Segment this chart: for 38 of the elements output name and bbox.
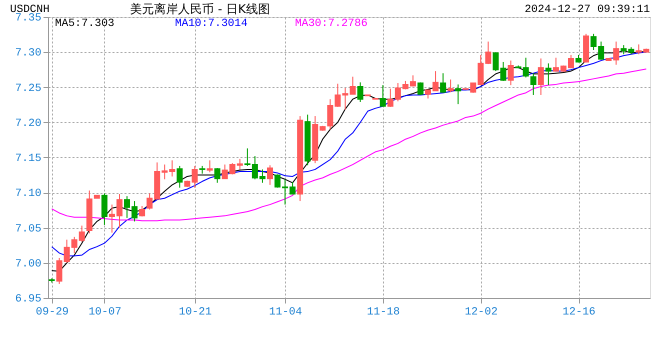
y-tick-label: 7.10 xyxy=(15,188,42,200)
candlestick xyxy=(492,52,499,72)
candlestick xyxy=(538,58,544,96)
x-tick-label: 12-02 xyxy=(464,306,498,318)
text: MA5:7.303 xyxy=(55,18,114,30)
text: MA10:7.3014 xyxy=(175,18,248,30)
chart-title: 美元离岸人民币 - 日K线图 xyxy=(130,2,270,16)
candlestick xyxy=(508,60,514,86)
candlestick xyxy=(350,76,356,95)
y-tick-label: 6.95 xyxy=(15,294,42,306)
x-tick-label: 10-07 xyxy=(88,306,122,318)
candlestick xyxy=(101,192,108,226)
y-tick-label: 7.30 xyxy=(15,48,42,60)
y-tick-label: 7.00 xyxy=(15,258,42,270)
x-tick-label: 12-16 xyxy=(562,306,596,318)
candlestick xyxy=(380,84,386,107)
candlestick xyxy=(266,164,273,186)
x-tick-label: 09-29 xyxy=(36,306,69,318)
x-tick-label: 10-21 xyxy=(178,306,212,318)
candlestick xyxy=(206,160,213,173)
candlestick xyxy=(448,79,454,93)
candlestick xyxy=(500,61,506,82)
x-tick-label: 11-18 xyxy=(366,306,400,318)
candlestick xyxy=(545,62,552,86)
text: 2024-12-27 09:39:11 xyxy=(524,4,650,16)
candlestick xyxy=(455,84,462,105)
text: MA30:7.2786 xyxy=(295,18,368,30)
candlestick xyxy=(357,82,364,103)
candlestick xyxy=(417,82,424,96)
x-tick-label: 11-04 xyxy=(269,306,302,318)
candlestick xyxy=(214,168,220,184)
line-series xyxy=(51,68,647,222)
y-tick-label: 7.15 xyxy=(15,153,42,165)
y-tick-label: 7.25 xyxy=(15,82,42,95)
candlestick xyxy=(176,165,183,188)
y-tick-label: 7.05 xyxy=(15,223,42,236)
y-tick-label: 7.20 xyxy=(15,118,42,130)
candlestick xyxy=(440,72,446,94)
